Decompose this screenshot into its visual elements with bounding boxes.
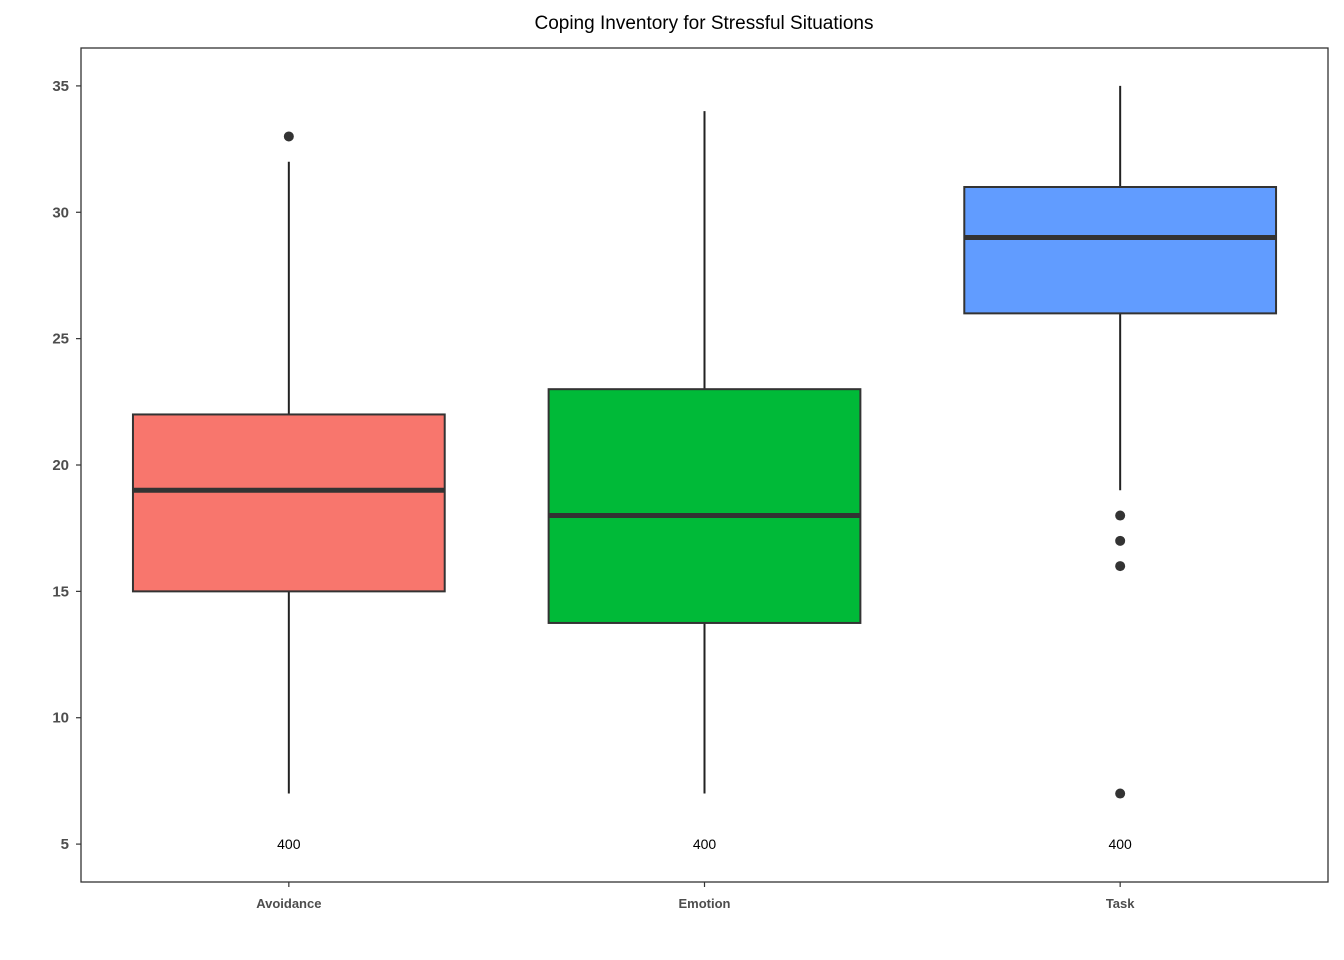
box-group-emotion: 400 <box>547 111 862 852</box>
box-series: 400 400 400 <box>131 85 1278 852</box>
y-axis: 5 10 15 20 25 30 35 <box>52 78 81 853</box>
x-tick-label: Emotion <box>679 896 731 911</box>
x-axis: Avoidance Emotion Task <box>256 882 1135 911</box>
y-tick-label: 15 <box>52 583 69 600</box>
y-tick-label: 35 <box>52 78 69 95</box>
y-tick-label: 10 <box>52 710 69 727</box>
box-iqr <box>547 388 862 624</box>
box-group-avoidance: 400 <box>131 131 446 852</box>
box-iqr <box>131 413 446 593</box>
box-iqr <box>963 186 1278 315</box>
count-label: 400 <box>277 836 301 852</box>
y-tick-label: 20 <box>52 457 69 474</box>
outlier-point <box>1115 561 1126 572</box>
outlier-point <box>1115 535 1126 546</box>
outlier-point <box>1115 510 1126 521</box>
count-label: 400 <box>693 836 717 852</box>
count-label: 400 <box>1108 836 1132 852</box>
box-group-task: 400 <box>963 85 1278 852</box>
outlier-point <box>283 131 294 142</box>
x-tick-label: Task <box>1106 896 1135 911</box>
y-tick-label: 25 <box>52 331 69 348</box>
y-tick-label: 5 <box>61 836 69 853</box>
y-tick-label: 30 <box>52 204 69 221</box>
x-tick-label: Avoidance <box>256 896 321 911</box>
outlier-point <box>1115 788 1126 799</box>
chart-title: Coping Inventory for Stressful Situation… <box>534 13 873 34</box>
